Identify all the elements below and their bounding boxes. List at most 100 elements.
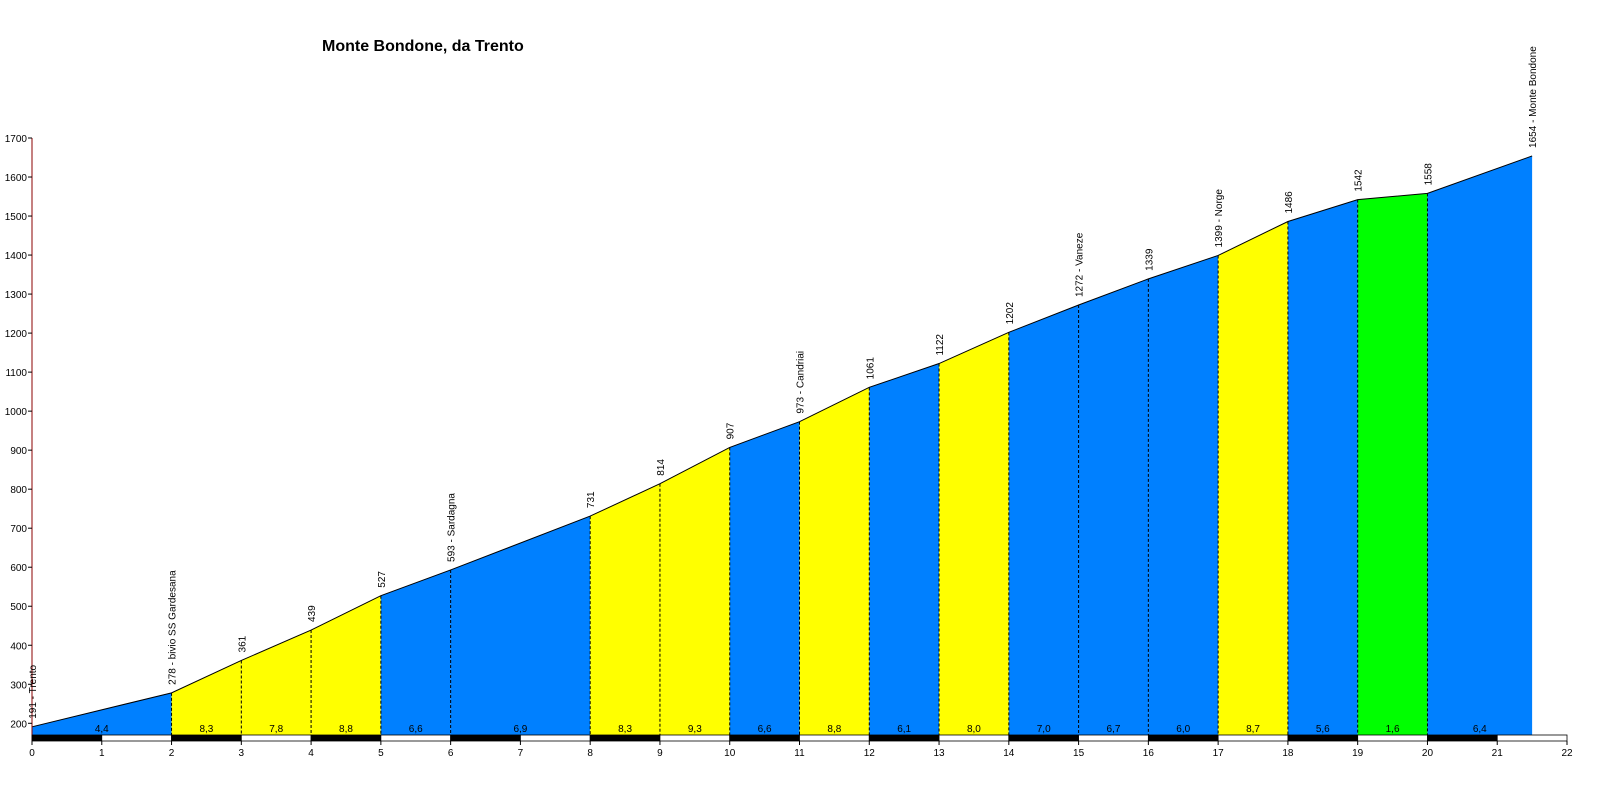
y-tick-label: 1300 <box>5 290 28 301</box>
segment-area <box>380 569 451 735</box>
elevation-point-label: 439 <box>307 605 318 622</box>
segment-area <box>590 483 660 735</box>
km-bar-cell <box>1496 734 1568 742</box>
elevation-point-label: 1654 - Monte Bondone <box>1528 46 1539 148</box>
segment-area <box>1008 305 1079 735</box>
elevation-point-label: 278 - bivio SS Gardesana <box>168 570 179 685</box>
km-bar-cell <box>310 734 382 742</box>
segment-gradient-label: 4,4 <box>95 724 109 735</box>
segment-area <box>1218 221 1288 735</box>
km-bar-cell <box>1357 734 1428 742</box>
elevation-point-label: 1558 <box>1423 163 1434 186</box>
segment-gradient-label: 6,9 <box>513 724 527 735</box>
km-bar-layer <box>31 734 1568 742</box>
x-tick-label: 4 <box>308 748 314 759</box>
segment-area <box>32 692 172 735</box>
x-tick-label: 5 <box>378 748 384 759</box>
x-tick-label: 13 <box>933 748 945 759</box>
y-tick-label: 800 <box>10 485 27 496</box>
x-tick-label: 2 <box>169 748 175 759</box>
x-tick-label: 12 <box>864 748 876 759</box>
segments-layer <box>32 155 1533 735</box>
elevation-point-label: 1202 <box>1005 302 1016 325</box>
profile-line <box>31 155 1533 728</box>
x-tick-label: 3 <box>239 748 245 759</box>
y-tick-label: 1200 <box>5 329 28 340</box>
y-tick-label: 300 <box>10 680 27 691</box>
segment-area <box>1427 155 1533 735</box>
elevation-point-label: 731 <box>586 491 597 508</box>
segment-gradient-label: 6,4 <box>1473 724 1487 735</box>
km-bar-cell <box>520 734 591 742</box>
x-tick-label: 20 <box>1422 748 1434 759</box>
y-tick-label: 600 <box>10 563 27 574</box>
segment-gradient-label: 9,3 <box>688 724 702 735</box>
y-tick-label: 400 <box>10 641 27 652</box>
y-tick-label: 500 <box>10 602 27 613</box>
segment-gradient-label: 7,8 <box>269 724 283 735</box>
km-bar-cell <box>380 734 452 742</box>
segment-gradient-label: 5,6 <box>1316 724 1330 735</box>
segment-area <box>729 421 800 735</box>
segment-gradient-label: 6,1 <box>897 724 911 735</box>
y-tick-label: 1500 <box>5 212 28 223</box>
x-tick-label: 17 <box>1213 748 1225 759</box>
y-tick-label: 1600 <box>5 173 28 184</box>
y-tick-label: 700 <box>10 524 27 535</box>
segment-gradient-label: 8,8 <box>827 724 841 735</box>
x-tick-label: 19 <box>1352 748 1364 759</box>
elevation-point-label: 1061 <box>865 357 876 380</box>
x-tick-label: 15 <box>1073 748 1085 759</box>
chart-title: Monte Bondone, da Trento <box>322 38 524 55</box>
x-tick-label: 0 <box>29 748 35 759</box>
km-bar-cell <box>659 734 731 742</box>
y-tick-label: 1400 <box>5 251 28 262</box>
segment-area <box>1148 255 1219 735</box>
km-bar-cell <box>1008 734 1079 742</box>
km-bar-cell <box>31 734 103 742</box>
segment-gradient-label: 8,3 <box>199 724 213 735</box>
segment-area <box>659 447 730 735</box>
dividers-layer <box>171 193 1428 735</box>
y-tick-label: 200 <box>10 719 27 730</box>
km-bar-cell <box>171 734 242 742</box>
elevation-point-label: 191 - Trento <box>28 664 39 718</box>
x-tick-label: 1 <box>99 748 105 759</box>
km-bar-cell <box>101 734 172 742</box>
segment-gradient-label: 7,0 <box>1037 724 1051 735</box>
x-tick-label: 18 <box>1282 748 1294 759</box>
km-bar-cell <box>1147 734 1219 742</box>
x-tick-label: 16 <box>1143 748 1155 759</box>
elevation-point-label: 814 <box>656 459 667 476</box>
segment-gradient-label: 8,0 <box>967 724 981 735</box>
profile-layer <box>31 155 1533 728</box>
x-tick-label: 14 <box>1003 748 1015 759</box>
segment-area <box>311 595 381 735</box>
x-tick-label: 7 <box>518 748 524 759</box>
km-bar-cell <box>1287 734 1359 742</box>
km-bar-cell <box>240 734 312 742</box>
km-bar-cell <box>868 734 940 742</box>
elevation-point-label: 907 <box>726 422 737 439</box>
segment-area <box>1287 199 1358 735</box>
axes-layer: 2003004005006007008009001000110012001300… <box>5 134 1573 759</box>
x-tick-label: 10 <box>724 748 736 759</box>
segment-gradient-label: 6,6 <box>758 724 772 735</box>
km-bar-cell <box>1217 734 1289 742</box>
elevation-point-label: 593 - Sardagna <box>447 493 458 562</box>
km-bar-cell <box>938 734 1010 742</box>
segment-area <box>939 332 1009 735</box>
km-bar-cell <box>1078 734 1149 742</box>
km-bar-cell <box>1427 734 1498 742</box>
x-tick-label: 21 <box>1492 748 1504 759</box>
segment-gradient-label: 1,6 <box>1386 724 1400 735</box>
segment-area <box>1357 193 1428 735</box>
segment-area <box>171 660 242 735</box>
x-tick-label: 9 <box>657 748 663 759</box>
segment-area <box>241 630 312 735</box>
segment-area <box>450 516 591 735</box>
segment-area <box>1078 278 1149 735</box>
km-bar-cell <box>450 734 521 742</box>
elevation-point-label: 1399 - Norge <box>1214 189 1225 248</box>
